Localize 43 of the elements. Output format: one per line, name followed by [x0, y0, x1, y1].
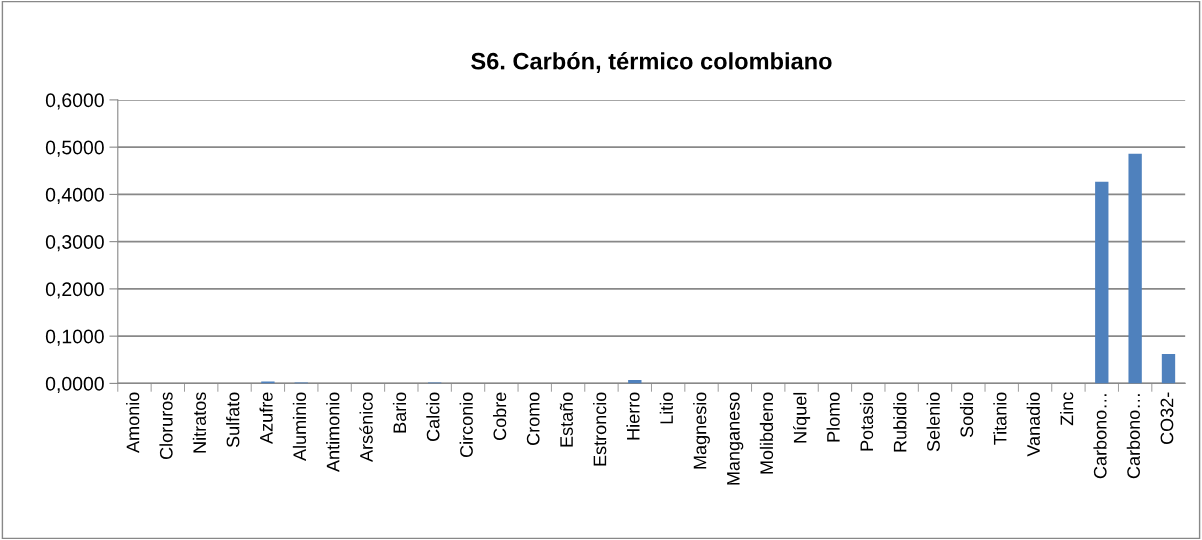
x-tick-label: Calcio [426, 392, 440, 441]
x-tick-label: Litio [659, 392, 674, 424]
y-tick-label: 0,5000 [45, 140, 104, 157]
x-tick-label: Sodio [959, 392, 974, 438]
bar [1095, 181, 1109, 384]
x-tick-label: Manganeso [727, 392, 744, 485]
x-tick-label: Nitratos [192, 392, 207, 453]
y-tick-label: 0,4000 [45, 187, 104, 204]
bar [1161, 354, 1176, 384]
x-tick-label: Carbono… [1093, 394, 1107, 479]
x-tick-label: Plomo [826, 392, 840, 442]
y-tick-label: 0,1000 [45, 329, 104, 346]
x-tick-label: Níquel [793, 392, 811, 443]
y-tick-label: 0,0000 [45, 376, 104, 393]
x-tick-label: Estroncio [593, 392, 607, 466]
x-tick-label: Bario [392, 392, 407, 433]
x-tick-label: Estaño [559, 392, 573, 447]
y-tick-label: 0,6000 [45, 93, 104, 110]
x-tick-label: Sulfato [226, 392, 240, 448]
x-tick-label: Rubidio [893, 392, 907, 452]
chart-title: S6. Carbón, térmico colombiano [471, 52, 832, 73]
x-tick-label: Carbono… [1126, 394, 1140, 479]
x-tick-label: Magnesio [693, 392, 710, 469]
x-tick-label: Molibdeno [759, 392, 774, 474]
bar [1128, 153, 1142, 384]
y-tick-label: 0,3000 [45, 235, 104, 252]
x-tick-label: Amonio [126, 392, 140, 453]
x-tick-label: Arsénico [359, 392, 373, 462]
x-tick-label: Azufre [259, 392, 273, 444]
x-tick-label: Circonio [459, 392, 473, 458]
x-tick-label: Hierro [626, 392, 640, 440]
y-tick-label: 0,2000 [45, 282, 104, 299]
x-tick-label: Aluminio [292, 392, 307, 461]
x-tick-label: Zinc [1060, 392, 1074, 426]
x-tick-label: Cobre [492, 392, 507, 440]
x-tick-label: Vanadio [1026, 392, 1040, 457]
x-tick-label: Antimonio [326, 392, 340, 472]
x-tick-label: CO32- [1160, 392, 1174, 444]
x-tick-label: Titanio [993, 392, 1007, 445]
x-tick-label: Cloruros [159, 392, 173, 460]
x-tick-label: Selenio [926, 392, 940, 452]
x-tick-label: Potasio [859, 392, 874, 451]
x-tick-label: Cromo [526, 392, 540, 445]
